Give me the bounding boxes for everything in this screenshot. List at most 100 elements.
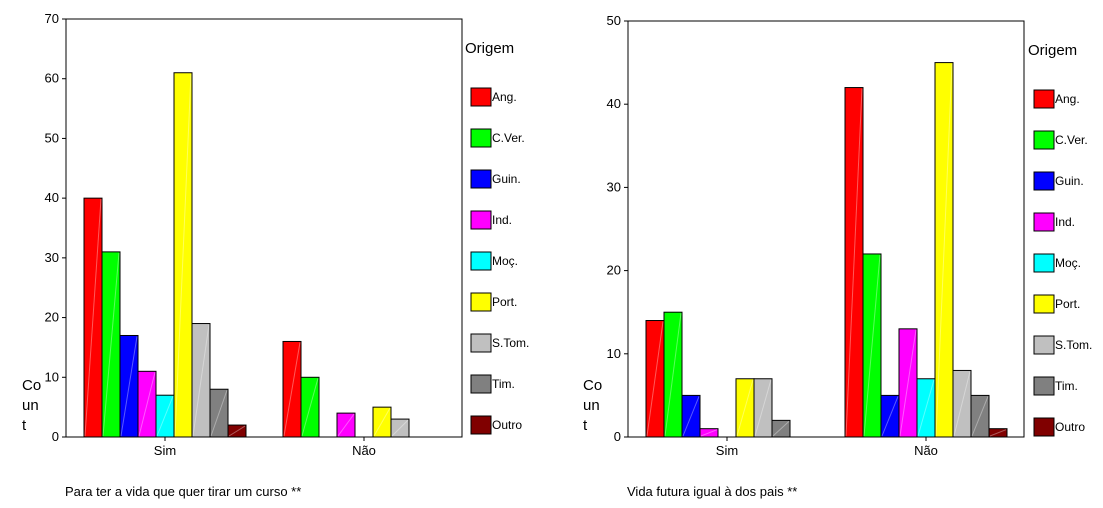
legend-swatch bbox=[1033, 212, 1055, 232]
legend-label: Port. bbox=[492, 295, 517, 309]
bar-sheen bbox=[373, 407, 391, 437]
legend-swatch bbox=[1033, 417, 1055, 437]
bar-sheen bbox=[736, 379, 754, 437]
legend-label: Guin. bbox=[1055, 174, 1084, 188]
bar-cver-não bbox=[300, 376, 320, 438]
bar-sheen bbox=[899, 329, 917, 437]
bar-sheen bbox=[391, 419, 409, 437]
legend-swatch bbox=[470, 292, 492, 312]
category-label: Sim bbox=[154, 443, 176, 458]
bar-sheen bbox=[174, 73, 192, 437]
legend-swatch bbox=[1033, 130, 1055, 150]
y-tick-label: 60 bbox=[45, 71, 59, 86]
bar-sheen bbox=[192, 324, 210, 437]
bar-sheen bbox=[971, 396, 989, 437]
chart-caption: Vida futura igual à dos pais ** bbox=[627, 484, 797, 499]
legend-label: Outro bbox=[1055, 420, 1085, 434]
legend-label: Ang. bbox=[1055, 92, 1080, 106]
bar-sheen bbox=[754, 379, 772, 437]
bar-outro-sim bbox=[227, 424, 247, 438]
legend-swatch bbox=[470, 128, 492, 148]
legend-swatch bbox=[470, 251, 492, 271]
bar-sheen bbox=[138, 372, 156, 437]
bar-sheen bbox=[682, 396, 700, 437]
y-axis-label: t bbox=[22, 417, 27, 434]
legend-swatch bbox=[470, 87, 492, 107]
y-tick-label: 70 bbox=[45, 11, 59, 26]
bar-sheen bbox=[863, 254, 881, 437]
bar-cver-não bbox=[862, 253, 882, 438]
plot-frame bbox=[627, 20, 1025, 438]
legend-label: Port. bbox=[1055, 297, 1080, 311]
legend-title: Origem bbox=[465, 40, 514, 57]
bar-sheen bbox=[646, 321, 664, 437]
chart-1: 0 10 20 30 40 50 60 70 Sim Não Co un t Origem Ang. C.Ve… bbox=[22, 11, 529, 499]
y-tick-label: 30 bbox=[607, 179, 621, 194]
y-axis-label: Co bbox=[22, 377, 41, 394]
legend-label: Ind. bbox=[492, 213, 512, 227]
y-axis-label: un bbox=[583, 397, 600, 414]
legend-swatch bbox=[1033, 89, 1055, 109]
bar-sheen bbox=[102, 252, 120, 437]
legend-label: C.Ver. bbox=[492, 131, 525, 145]
y-tick-label: 0 bbox=[52, 429, 59, 444]
bar-sheen bbox=[917, 379, 935, 437]
legend-title: Origem bbox=[1028, 42, 1077, 59]
y-tick-label: 40 bbox=[45, 190, 59, 205]
bar-sheen bbox=[845, 88, 863, 437]
bar-sheen bbox=[700, 429, 718, 437]
category-label: Sim bbox=[716, 443, 738, 458]
bar-port-não bbox=[934, 62, 954, 438]
bar-ind-não bbox=[336, 412, 356, 438]
bar-guin-sim bbox=[681, 394, 701, 438]
chart-caption: Para ter a vida que quer tirar um curso … bbox=[65, 484, 301, 499]
y-tick-label: 50 bbox=[607, 13, 621, 28]
y-axis-label: Co bbox=[583, 377, 602, 394]
y-tick-label: 50 bbox=[45, 130, 59, 145]
legend-label: Moç. bbox=[492, 254, 518, 268]
bar-ind-sim bbox=[699, 428, 719, 438]
bar-sheen bbox=[935, 63, 953, 437]
y-tick-label: 10 bbox=[607, 346, 621, 361]
legend-label: Tim. bbox=[492, 377, 515, 391]
bar-sheen bbox=[301, 378, 319, 437]
chart-2: 0 10 20 30 40 50 Sim Não Co un t Origem Ang. C.Ver. Gu… bbox=[583, 13, 1092, 499]
plot-frame bbox=[65, 18, 463, 438]
bar-sheen bbox=[664, 313, 682, 437]
legend-label: Ind. bbox=[1055, 215, 1075, 229]
bar-sheen bbox=[283, 342, 301, 437]
bar-sheen bbox=[120, 336, 138, 437]
bar-sheen bbox=[989, 429, 1007, 437]
bar-stom-não bbox=[390, 418, 410, 438]
y-tick-label: 40 bbox=[607, 96, 621, 111]
bar-cver-sim bbox=[663, 311, 683, 438]
legend-label: S.Tom. bbox=[1055, 338, 1092, 352]
legend-swatch bbox=[1033, 253, 1055, 273]
legend-label: Moç. bbox=[1055, 256, 1081, 270]
legend-swatch bbox=[470, 333, 492, 353]
legend-label: Outro bbox=[492, 418, 522, 432]
bar-sheen bbox=[228, 425, 246, 437]
bar-sheen bbox=[953, 371, 971, 437]
legend-swatch bbox=[470, 169, 492, 189]
y-axis-label: un bbox=[22, 397, 39, 414]
legend-swatch bbox=[470, 374, 492, 394]
legend-swatch bbox=[1033, 335, 1055, 355]
legend-label: S.Tom. bbox=[492, 336, 529, 350]
bar-sheen bbox=[210, 390, 228, 437]
legend-label: Ang. bbox=[492, 90, 517, 104]
bar-sheen bbox=[337, 413, 355, 437]
legend-swatch bbox=[1033, 171, 1055, 191]
category-label: Não bbox=[914, 443, 938, 458]
bar-tim-sim bbox=[209, 388, 229, 438]
legend-label: Guin. bbox=[492, 172, 521, 186]
bar-outro-não bbox=[988, 428, 1008, 438]
legend-swatch bbox=[1033, 376, 1055, 396]
category-label: Não bbox=[352, 443, 376, 458]
bar-stom-sim bbox=[191, 323, 211, 438]
bar-sheen bbox=[84, 199, 102, 437]
legend-swatch bbox=[470, 415, 492, 435]
bar-tim-não bbox=[970, 394, 990, 438]
bar-port-sim bbox=[173, 72, 193, 438]
